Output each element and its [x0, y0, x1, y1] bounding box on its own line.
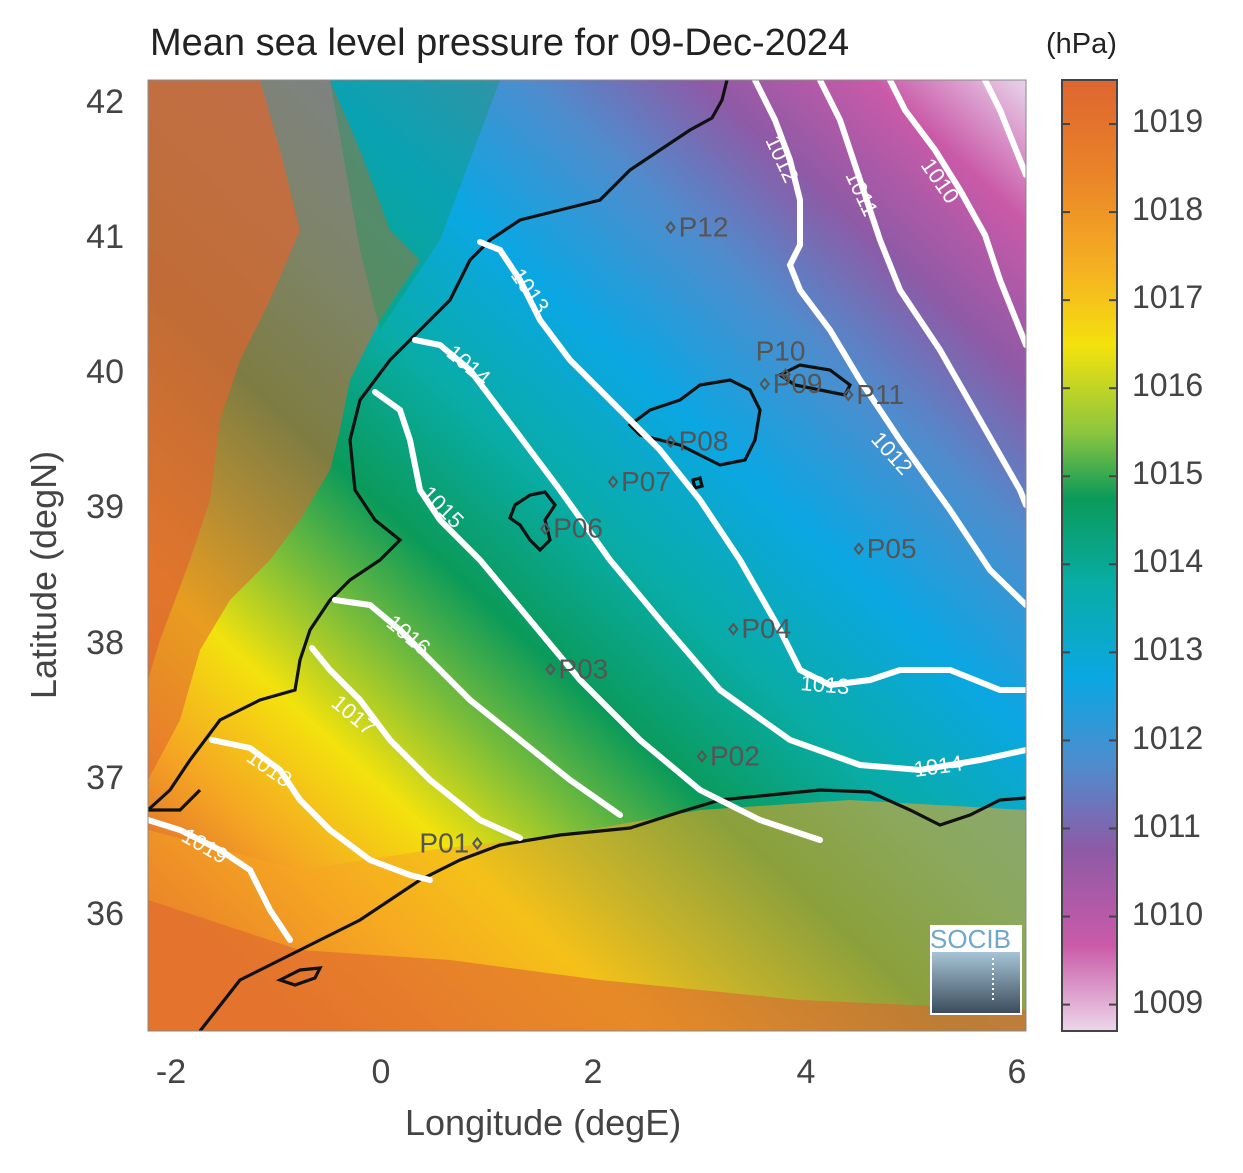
station-label: P09 [773, 368, 823, 399]
station-label: P11 [856, 379, 904, 410]
station-point-p08: P08 [665, 426, 729, 457]
colorbar-label: 1014 [1132, 543, 1203, 579]
station-marker [471, 836, 483, 851]
y-tick: 41 [86, 218, 124, 256]
colorbar-label: 1018 [1132, 191, 1203, 227]
colorbar-label: 1009 [1132, 984, 1203, 1020]
station-label: P06 [553, 513, 603, 544]
logo-text: SOCIB [930, 924, 1011, 954]
y-tick: 38 [86, 624, 124, 662]
station-label: P01 [419, 827, 469, 858]
station-point-p12: P12 [665, 211, 729, 242]
station-marker [665, 220, 676, 234]
station-marker [607, 475, 619, 489]
y-tick: 42 [86, 83, 124, 121]
x-tick: 0 [372, 1053, 391, 1091]
station-marker [665, 435, 676, 449]
station-label: P02 [710, 740, 760, 771]
station-marker [780, 368, 791, 382]
station-marker [843, 388, 854, 402]
station-label: P12 [679, 211, 729, 242]
map-title: Mean sea level pressure for 09-Dec-2024 [150, 22, 850, 64]
colorbar-label: 1010 [1132, 896, 1203, 932]
x-tick: 4 [797, 1053, 816, 1091]
station-label: P08 [679, 426, 729, 457]
colorbar-label: 1013 [1132, 631, 1203, 667]
x-tick-labels: -2 0 2 4 6 [156, 1053, 1027, 1091]
station-marker [853, 542, 865, 556]
station-point-p05: P05 [853, 533, 917, 564]
station-label: P05 [867, 533, 917, 564]
station-label: P07 [621, 466, 671, 497]
x-tick: -2 [156, 1053, 186, 1091]
station-marker [759, 377, 770, 391]
colorbar-labels: 1019 1018 1017 1016 1015 1014 1013 1012 … [1132, 103, 1203, 1020]
x-axis-label: Longitude (degE) [405, 1102, 682, 1143]
colorbar-label: 1016 [1132, 367, 1203, 403]
pressure-contours [148, 80, 1026, 943]
colorbar-scale [1061, 79, 1118, 1032]
station-marker [539, 522, 551, 536]
station-point-p06: P06 [539, 513, 603, 544]
station-point-p10: P10 [756, 336, 806, 382]
y-tick: 40 [86, 353, 124, 391]
y-tick: 39 [86, 488, 124, 526]
colorbar-label: 1015 [1132, 455, 1203, 491]
station-point-p09: P09 [759, 368, 823, 399]
station-label: P10 [756, 336, 806, 367]
y-tick-labels: 42 41 40 39 38 37 36 [86, 83, 124, 933]
station-label: P04 [741, 613, 791, 644]
station-point-p07: P07 [607, 466, 671, 497]
station-point-p04: P04 [728, 613, 791, 644]
station-point-p02: P02 [696, 740, 760, 771]
y-tick: 37 [86, 759, 124, 797]
colorbar: 1019 1018 1017 1016 1015 1014 1013 1012 … [1061, 79, 1203, 1032]
station-marker [728, 622, 739, 636]
colorbar-label: 1019 [1132, 103, 1203, 139]
colorbar-units: (hPa) [1046, 28, 1117, 60]
x-tick: 6 [1008, 1053, 1027, 1091]
y-tick: 36 [86, 895, 124, 933]
x-tick: 2 [584, 1053, 603, 1091]
colorbar-label: 1017 [1132, 279, 1203, 315]
station-marker [545, 662, 556, 676]
contour-label-1013b: 1013 [800, 670, 851, 699]
colorbar-label: 1012 [1132, 720, 1203, 756]
socib-logo: SOCIB [930, 924, 1022, 1015]
station-label: P03 [558, 653, 608, 684]
station-point-p03: P03 [545, 653, 608, 684]
plot-frame [147, 79, 1027, 1032]
colorbar-label: 1011 [1132, 808, 1201, 844]
station-point-p11: P11 [843, 379, 904, 410]
station-marker [696, 749, 708, 764]
station-point-p01: P01 [419, 827, 483, 858]
